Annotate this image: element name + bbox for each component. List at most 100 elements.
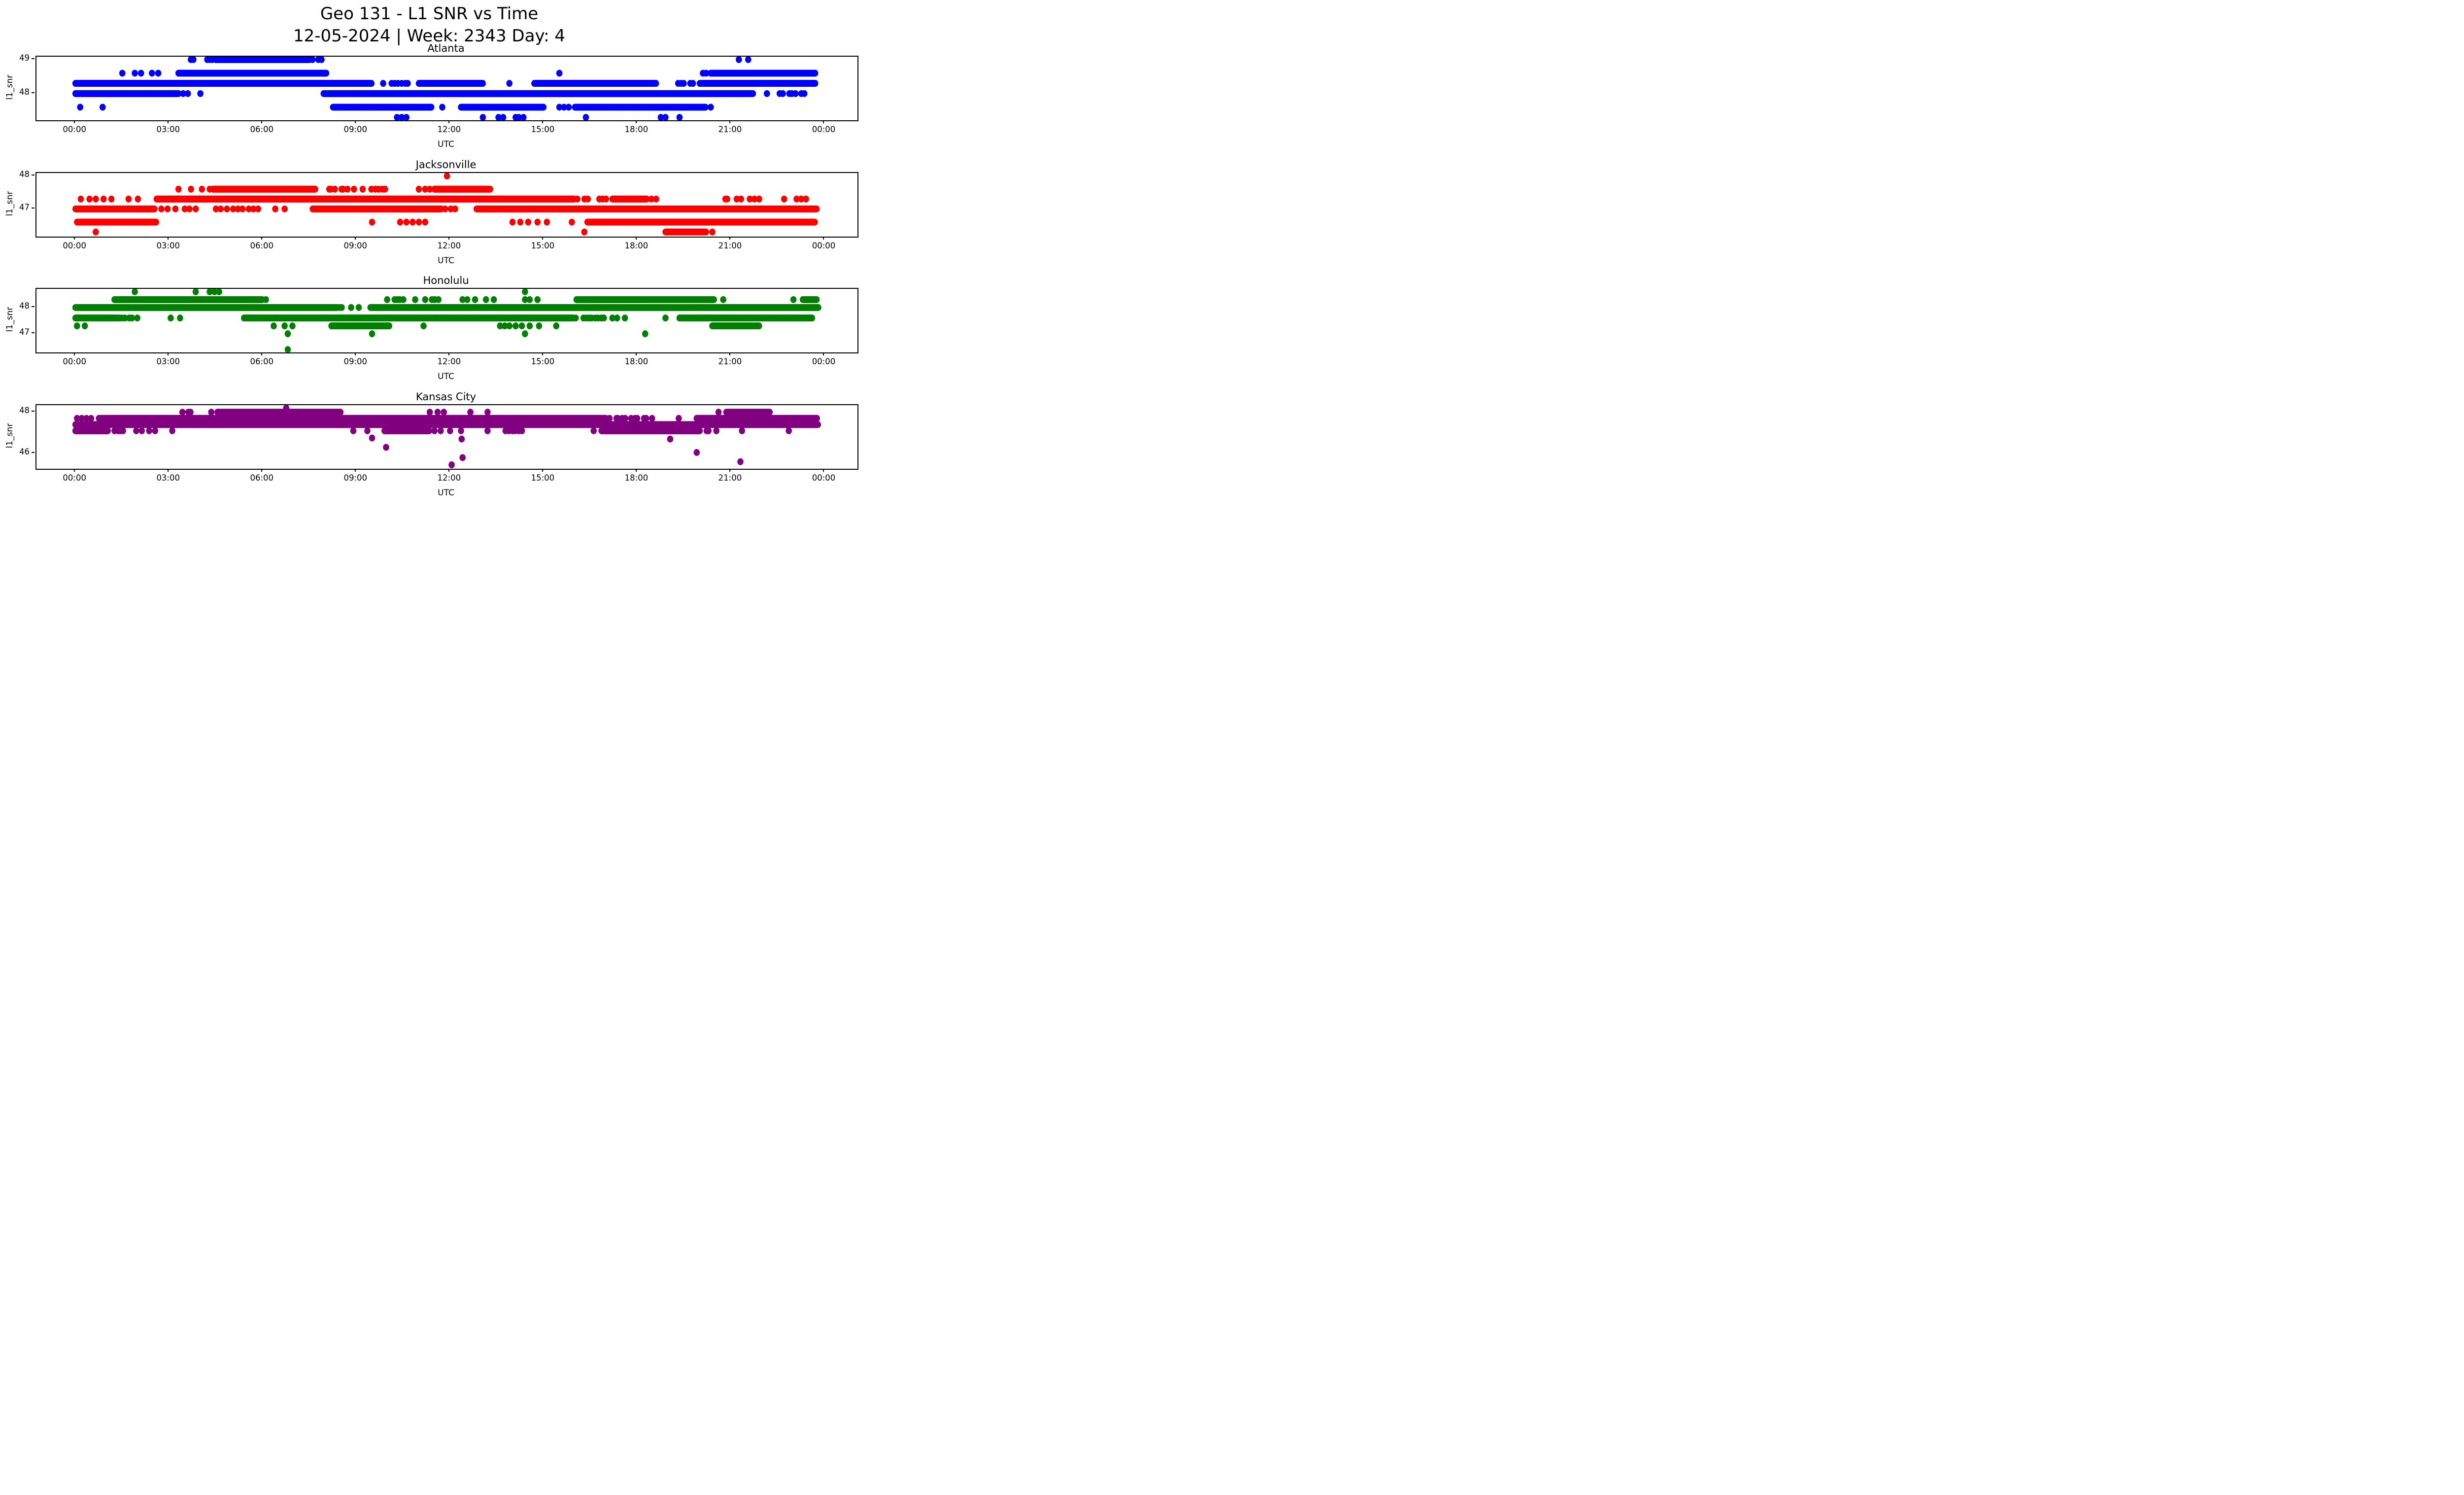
- x-tick-mark: [74, 352, 75, 355]
- y-tick-mark: [32, 92, 34, 93]
- x-tick-label: 18:00: [624, 125, 649, 134]
- x-tick-mark: [823, 469, 824, 472]
- y-axis-label: l1_snr: [5, 423, 15, 449]
- figure-title-line2: 12-05-2024 | Week: 2343 Day: 4: [293, 26, 565, 46]
- plot-area-jacksonville: [35, 172, 858, 238]
- x-tick-mark: [729, 237, 731, 240]
- x-tick-label: 21:00: [718, 473, 742, 483]
- subplot-title-jacksonville: Jacksonville: [415, 159, 477, 171]
- x-tick-label: 21:00: [718, 357, 742, 366]
- x-tick-mark: [261, 120, 263, 123]
- x-tick-mark: [355, 120, 356, 123]
- x-tick-mark: [74, 120, 75, 123]
- scatter-canvas-jacksonville: [36, 173, 857, 237]
- x-tick-mark: [823, 352, 824, 355]
- y-tick-mark: [32, 58, 34, 59]
- x-tick-mark: [168, 352, 169, 355]
- x-tick-label: 15:00: [531, 473, 555, 483]
- y-tick-label: 47: [19, 202, 30, 212]
- x-tick-label: 00:00: [812, 357, 836, 366]
- scatter-canvas-kansas-city: [36, 405, 857, 469]
- x-tick-mark: [729, 120, 731, 123]
- x-tick-mark: [355, 352, 356, 355]
- x-tick-label: 06:00: [250, 241, 274, 250]
- x-tick-label: 00:00: [63, 241, 86, 250]
- x-tick-mark: [542, 352, 544, 355]
- x-axis-label: UTC: [438, 256, 454, 266]
- subplot-atlanta: Atlanta l1_snr UTC 00:00 03:00 06:00 09:00 1…: [0, 42, 858, 154]
- x-tick-mark: [74, 237, 75, 240]
- x-tick-label: 18:00: [624, 357, 649, 366]
- x-tick-label: 21:00: [718, 241, 742, 250]
- x-tick-mark: [636, 237, 637, 240]
- x-tick-mark: [448, 469, 450, 472]
- x-tick-mark: [542, 469, 544, 472]
- subplot-kansas-city: Kansas City l1_snr UTC 00:00 03:00 06:00 09…: [0, 391, 858, 502]
- x-tick-label: 15:00: [531, 357, 555, 366]
- y-tick-mark: [32, 452, 34, 453]
- x-tick-mark: [823, 237, 824, 240]
- x-tick-label: 00:00: [63, 125, 86, 134]
- plot-area-kansas-city: [35, 404, 858, 470]
- x-tick-label: 18:00: [624, 473, 649, 483]
- x-tick-mark: [448, 352, 450, 355]
- figure-title: Geo 131 - L1 SNR vs Time 12-05-2024 | We…: [0, 3, 858, 47]
- x-tick-mark: [636, 469, 637, 472]
- x-tick-mark: [542, 237, 544, 240]
- x-tick-label: 15:00: [531, 241, 555, 250]
- x-tick-mark: [448, 237, 450, 240]
- subplot-title-atlanta: Atlanta: [427, 42, 465, 54]
- x-tick-label: 00:00: [812, 473, 836, 483]
- y-tick-label: 47: [19, 327, 30, 337]
- x-tick-mark: [168, 120, 169, 123]
- x-tick-label: 21:00: [718, 125, 742, 134]
- x-tick-label: 12:00: [437, 125, 461, 134]
- y-tick-mark: [32, 306, 34, 307]
- y-tick-label: 46: [19, 447, 30, 456]
- y-tick-mark: [32, 332, 34, 334]
- x-tick-mark: [542, 120, 544, 123]
- plot-area-atlanta: [35, 56, 858, 121]
- x-tick-label: 18:00: [624, 241, 649, 250]
- x-tick-mark: [261, 469, 263, 472]
- subplot-jacksonville: Jacksonville l1_snr UTC 00:00 03:00 06:00 0…: [0, 159, 858, 270]
- x-axis-label: UTC: [438, 488, 454, 498]
- x-tick-label: 09:00: [343, 241, 368, 250]
- x-tick-label: 12:00: [437, 241, 461, 250]
- subplot-honolulu: Honolulu l1_snr UTC 00:00 03:00 06:00 09:00…: [0, 275, 858, 386]
- x-tick-mark: [448, 120, 450, 123]
- y-tick-label: 48: [19, 301, 30, 311]
- x-axis-label: UTC: [438, 139, 454, 149]
- figure-title-line1: Geo 131 - L1 SNR vs Time: [320, 4, 539, 24]
- x-tick-label: 03:00: [156, 241, 180, 250]
- y-tick-mark: [32, 174, 34, 175]
- y-tick-label: 49: [19, 53, 30, 63]
- y-tick-label: 48: [19, 170, 30, 179]
- scatter-canvas-honolulu: [36, 289, 857, 352]
- x-tick-label: 09:00: [343, 125, 368, 134]
- x-tick-label: 00:00: [63, 473, 86, 483]
- x-tick-mark: [636, 352, 637, 355]
- x-tick-mark: [823, 120, 824, 123]
- x-tick-mark: [168, 237, 169, 240]
- x-tick-mark: [168, 469, 169, 472]
- x-tick-label: 15:00: [531, 125, 555, 134]
- x-tick-mark: [261, 352, 263, 355]
- x-tick-mark: [74, 469, 75, 472]
- x-tick-label: 00:00: [812, 241, 836, 250]
- subplot-title-kansas-city: Kansas City: [415, 391, 477, 403]
- x-tick-label: 09:00: [343, 357, 368, 366]
- y-tick-label: 48: [19, 406, 30, 416]
- plot-area-honolulu: [35, 288, 858, 353]
- x-tick-mark: [729, 469, 731, 472]
- y-tick-mark: [32, 207, 34, 209]
- x-axis-label: UTC: [438, 372, 454, 382]
- x-tick-label: 09:00: [343, 473, 368, 483]
- x-tick-mark: [261, 237, 263, 240]
- x-tick-label: 00:00: [812, 125, 836, 134]
- scatter-canvas-atlanta: [36, 57, 857, 120]
- x-tick-label: 06:00: [250, 357, 274, 366]
- x-tick-label: 00:00: [63, 357, 86, 366]
- x-tick-label: 12:00: [437, 357, 461, 366]
- y-tick-mark: [32, 411, 34, 412]
